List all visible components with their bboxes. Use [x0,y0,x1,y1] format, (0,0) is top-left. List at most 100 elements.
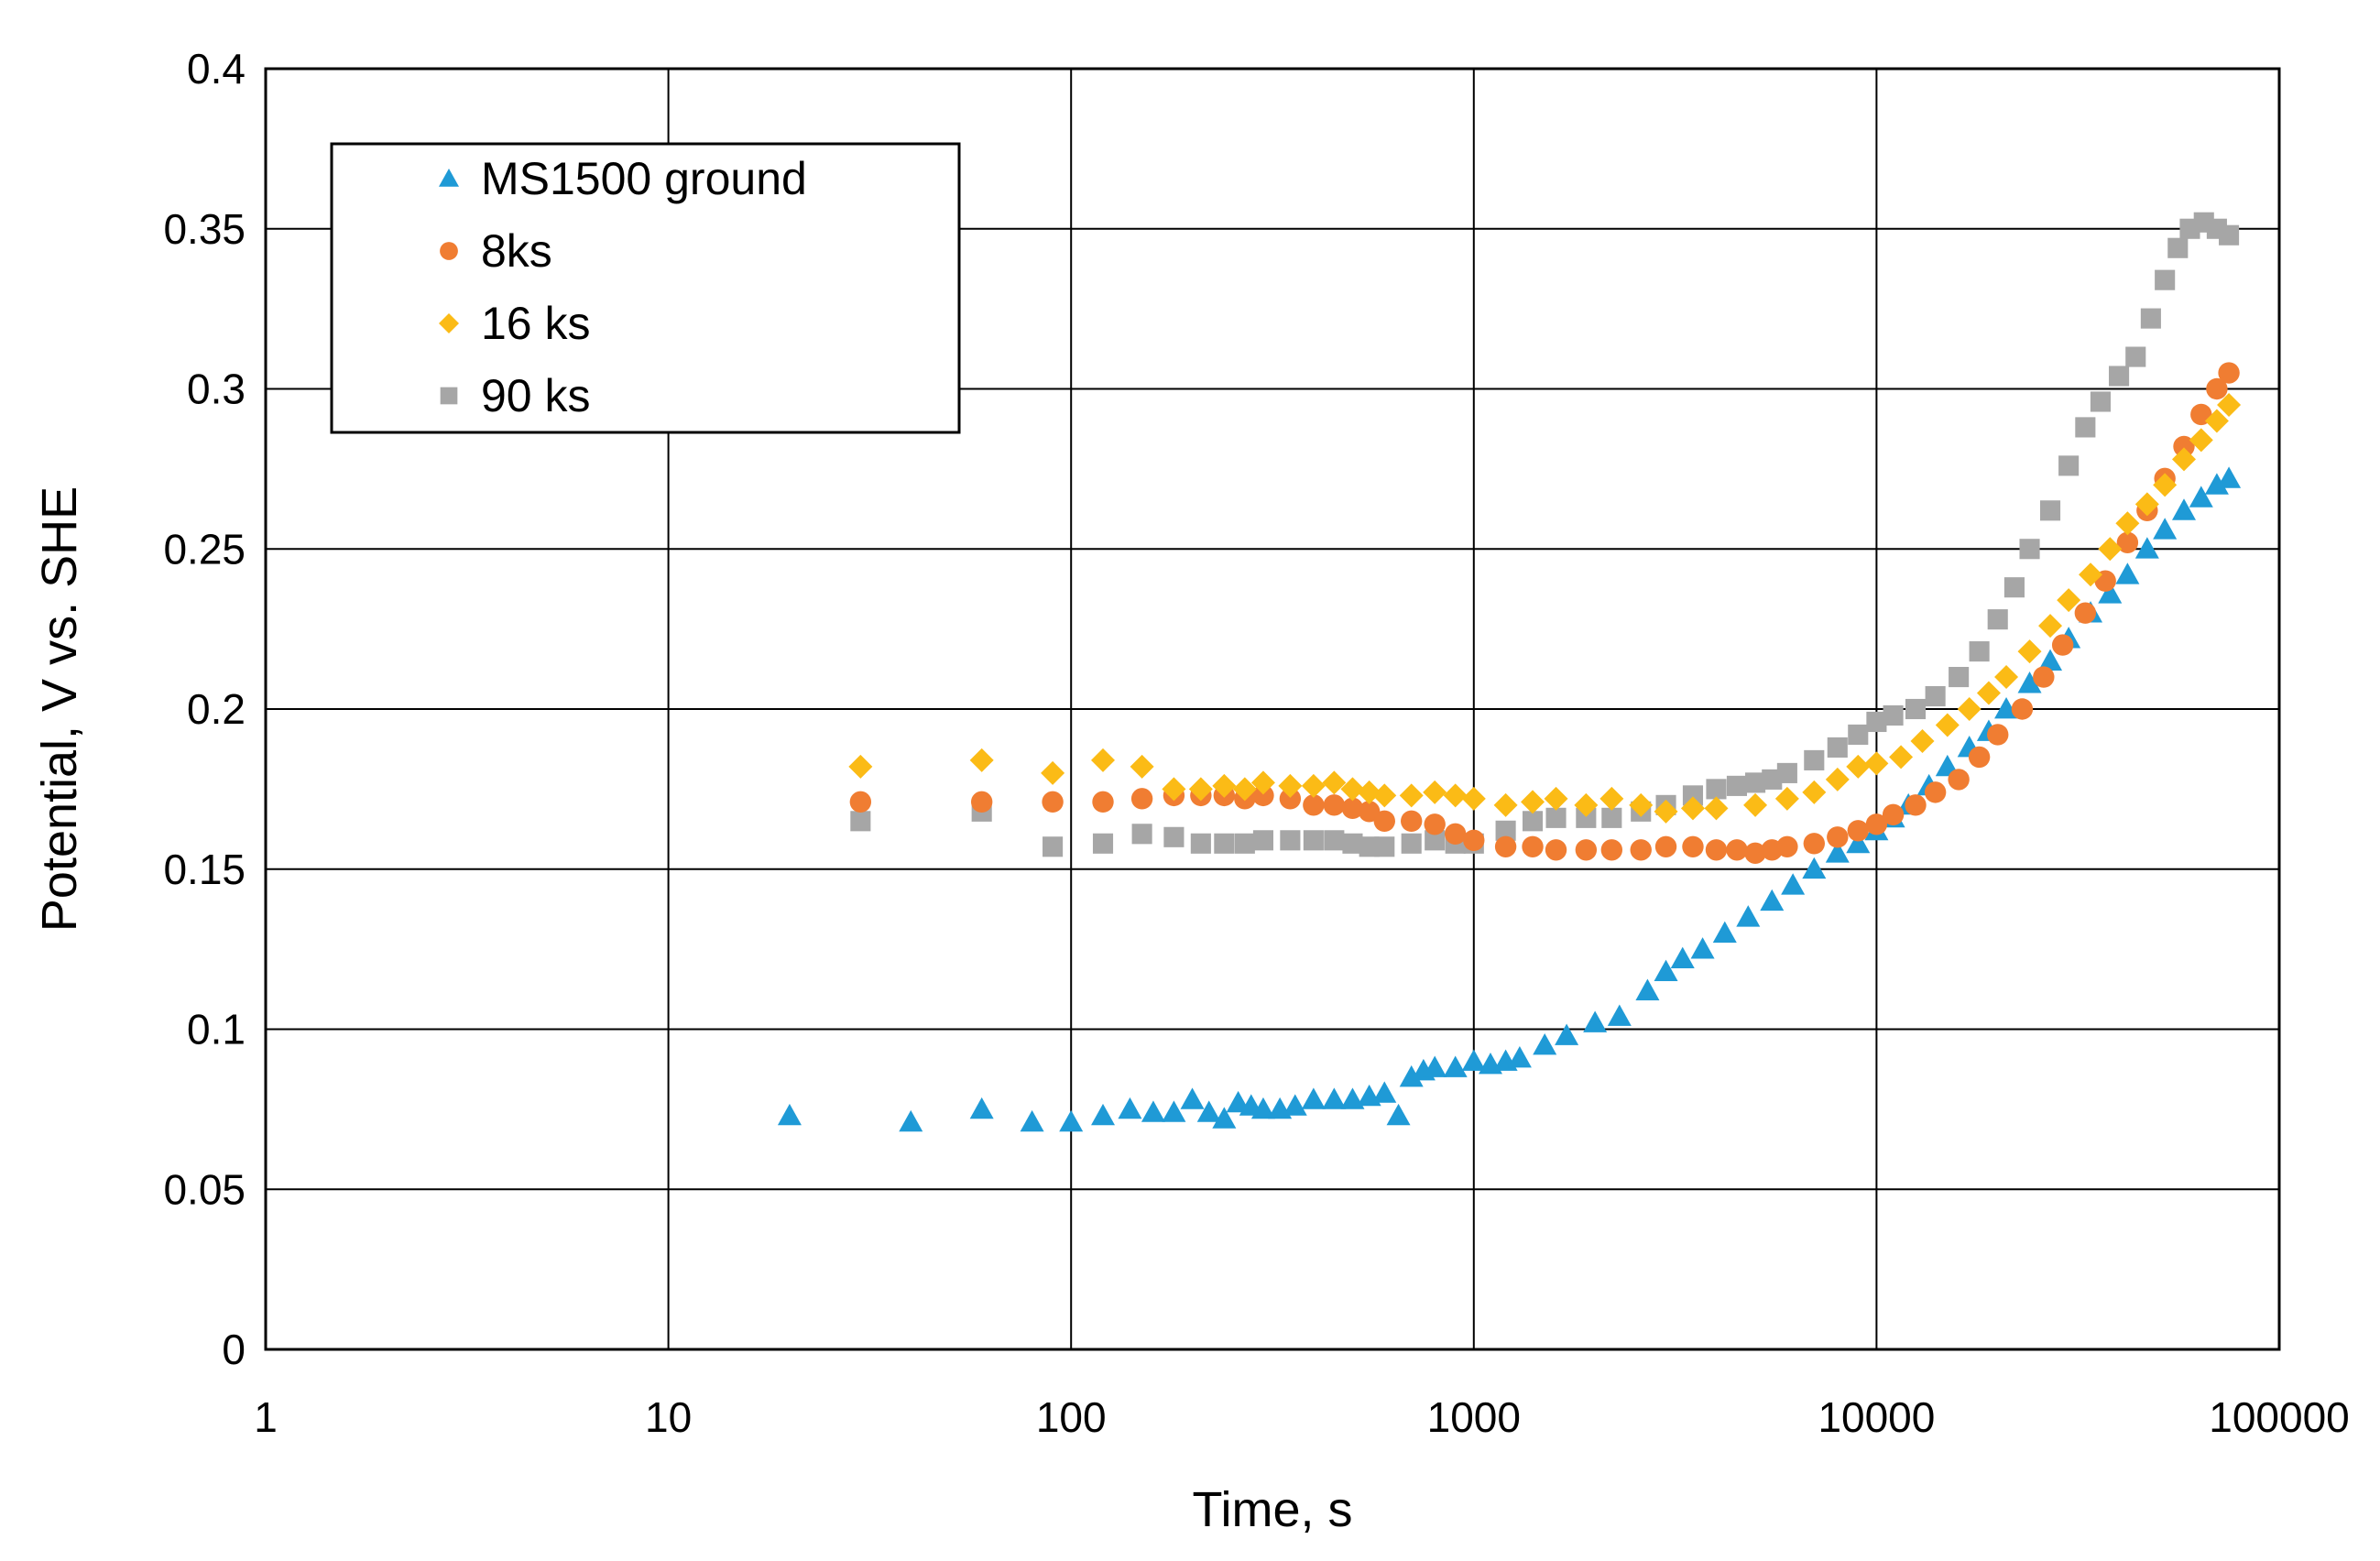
data-point [1463,829,1485,851]
data-point [1250,770,1275,795]
data-point [1583,1010,1608,1032]
data-point [1443,783,1468,808]
data-point [1340,1087,1365,1109]
data-point [1545,807,1567,828]
data-point [1059,1109,1084,1132]
data-point [1825,841,1850,863]
data-point [2075,417,2096,438]
x-tick-label: 1000 [1427,1393,1521,1441]
data-point [1736,905,1761,927]
data-point [1682,835,1704,857]
series-points [777,212,2242,1132]
data-point [1883,704,1904,726]
data-point [1848,724,1869,746]
data-point [1461,1049,1486,1071]
data-point [1825,767,1850,791]
data-point [1372,783,1397,808]
data-point [1607,1004,1632,1026]
data-point [1774,786,1799,811]
data-point [1357,780,1381,804]
data-point [1495,820,1516,841]
data-point [1092,791,1114,813]
data-point [1401,833,1422,854]
data-point [2155,269,2176,290]
data-point [2019,539,2040,560]
data-point [1743,792,1768,817]
data-point [1726,839,1748,861]
data-point [1744,842,1766,864]
data-point [1131,824,1152,845]
data-point [2003,577,2025,598]
data-point [2033,666,2055,688]
data-point [1705,839,1728,861]
data-point [2134,492,2159,517]
data-point [1882,803,1905,826]
data-point [970,791,993,813]
data-point [1600,839,1623,861]
data-point [1574,792,1599,817]
data-point [1301,773,1326,798]
data-point [1522,835,1544,857]
data-point [1654,959,1678,981]
data-point [1905,698,1927,720]
data-point [1599,786,1624,811]
legend-entry: MS1500 ground [439,153,807,204]
data-point [1386,1103,1411,1126]
data-point [2116,531,2139,553]
legend-entry: 16 ks [439,298,591,349]
data-point [1994,665,2019,690]
data-point [1278,773,1303,798]
data-point [1776,762,1797,783]
data-point [969,748,994,772]
data-point [2206,377,2228,400]
data-point [1163,826,1185,847]
data-point [1303,794,1325,816]
data-point [2217,392,2242,417]
data-point [1781,873,1806,895]
data-point [1130,788,1153,810]
data-point [1654,835,1677,857]
data-point [1987,609,2008,630]
data-point [1141,1100,1165,1122]
data-point [1041,760,1065,785]
legend-entry: 90 ks [440,370,591,421]
data-point [1654,799,1678,824]
data-point [2189,428,2213,453]
y-tick-label: 0.15 [163,846,246,893]
data-point [1043,836,1064,857]
data-point [1252,784,1274,807]
data-point [1601,807,1622,828]
legend-label: 90 ks [481,370,591,421]
plot-area-frame [264,67,2281,1351]
legend-entries: MS1500 ground 8ks 16 ks 90 ks [439,153,807,421]
data-point [1162,1100,1186,1122]
data-point [899,1109,923,1132]
data-point [1424,813,1446,835]
data-point [1374,836,1395,857]
data-point [2189,486,2213,508]
data-point [2153,518,2178,540]
legend: MS1500 ground 8ks 16 ks 90 ks [330,142,961,434]
data-point [1303,830,1324,851]
data-point [1234,833,1255,854]
data-point [1425,830,1446,851]
data-point [1969,641,1990,662]
data-point [1323,794,1346,816]
data-point [2218,362,2240,384]
y-tick-label: 0.25 [163,525,246,573]
data-point [1283,1094,1307,1116]
legend-marker [439,169,459,187]
data-point [2173,435,2195,458]
legend-label: 8ks [481,225,552,277]
data-point [848,754,873,779]
data-point [1373,810,1395,833]
data-point [1423,1055,1447,1077]
data-point [1214,833,1235,854]
data-point [1401,810,1423,833]
data-point [1802,857,1827,879]
data-point [1847,820,1869,842]
data-point [1358,801,1381,823]
data-point [1372,1081,1397,1103]
data-point [1188,777,1213,802]
